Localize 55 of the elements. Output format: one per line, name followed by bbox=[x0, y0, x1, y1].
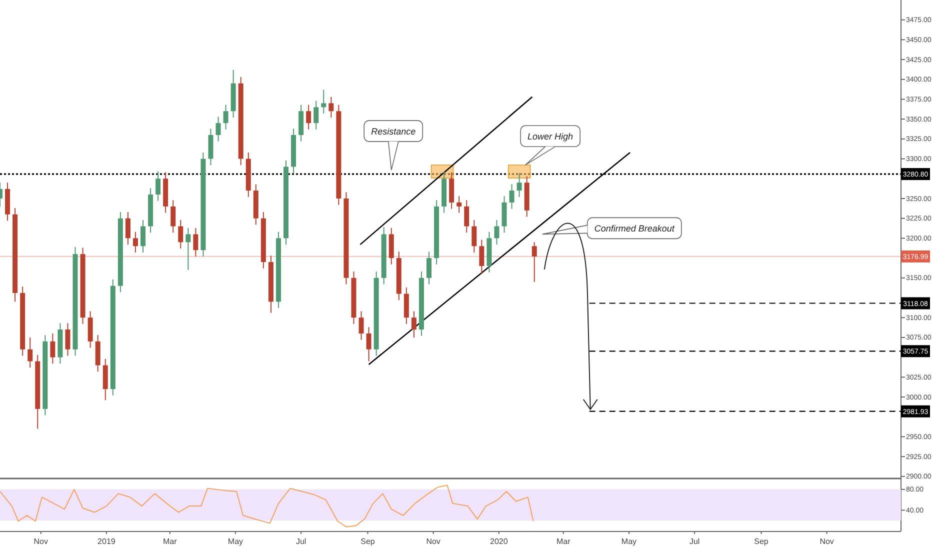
candlestick bbox=[358, 310, 364, 340]
candlestick bbox=[216, 116, 221, 142]
candlestick bbox=[170, 200, 176, 234]
candlestick bbox=[140, 219, 146, 253]
candlestick bbox=[223, 104, 228, 130]
annotation: Lower High bbox=[528, 132, 574, 142]
candlestick bbox=[186, 227, 191, 270]
x-tick-label: Nov bbox=[426, 537, 440, 546]
x-tick-label: Jul bbox=[689, 537, 700, 546]
candlestick bbox=[494, 219, 500, 246]
candlestick bbox=[193, 227, 198, 257]
x-tick-label: Nov bbox=[820, 537, 834, 546]
candlestick bbox=[388, 227, 394, 265]
candlestick bbox=[28, 336, 33, 368]
candlestick bbox=[65, 322, 70, 356]
candlestick bbox=[502, 196, 507, 234]
candlestick bbox=[472, 219, 477, 253]
candlestick bbox=[178, 219, 184, 250]
candlestick bbox=[95, 334, 100, 372]
x-tick-label: May bbox=[621, 537, 637, 546]
candlestick bbox=[88, 310, 93, 348]
x-tick-label: Sep bbox=[360, 537, 376, 546]
annotation: Confirmed Breakout bbox=[594, 224, 675, 234]
candlestick bbox=[156, 171, 161, 202]
candlestick bbox=[132, 231, 138, 253]
candlestick bbox=[306, 104, 312, 130]
candlestick bbox=[426, 251, 432, 285]
x-tick-label: Nov bbox=[34, 537, 48, 546]
candlestick bbox=[449, 172, 454, 210]
candlestick bbox=[208, 128, 214, 166]
x-tick-label: 2019 bbox=[98, 537, 116, 546]
x-tick-label: Mar bbox=[162, 537, 178, 546]
annotation: Resistance bbox=[371, 126, 416, 137]
x-tick-label: Sep bbox=[754, 537, 769, 546]
candlestick bbox=[516, 172, 522, 198]
candlestick bbox=[314, 100, 319, 130]
candlestick bbox=[479, 239, 484, 274]
candlestick bbox=[411, 310, 416, 338]
x-tick-label: 2020 bbox=[490, 537, 508, 546]
candlestick bbox=[298, 104, 304, 142]
x-tick-label: May bbox=[228, 537, 244, 546]
candlestick bbox=[50, 332, 56, 364]
candlestick bbox=[456, 196, 462, 214]
candlestick bbox=[366, 326, 372, 362]
candlestick bbox=[102, 358, 108, 401]
candlestick bbox=[125, 212, 130, 246]
candlestick bbox=[509, 184, 514, 210]
candlestick bbox=[321, 89, 326, 114]
x-tick-label: Jul bbox=[296, 537, 306, 546]
candlestick bbox=[404, 286, 409, 324]
line-series bbox=[0, 484, 534, 528]
candlestick bbox=[328, 96, 334, 118]
candlestick bbox=[532, 242, 537, 282]
candlestick bbox=[464, 200, 470, 234]
x-tick-label: Mar bbox=[556, 537, 571, 546]
